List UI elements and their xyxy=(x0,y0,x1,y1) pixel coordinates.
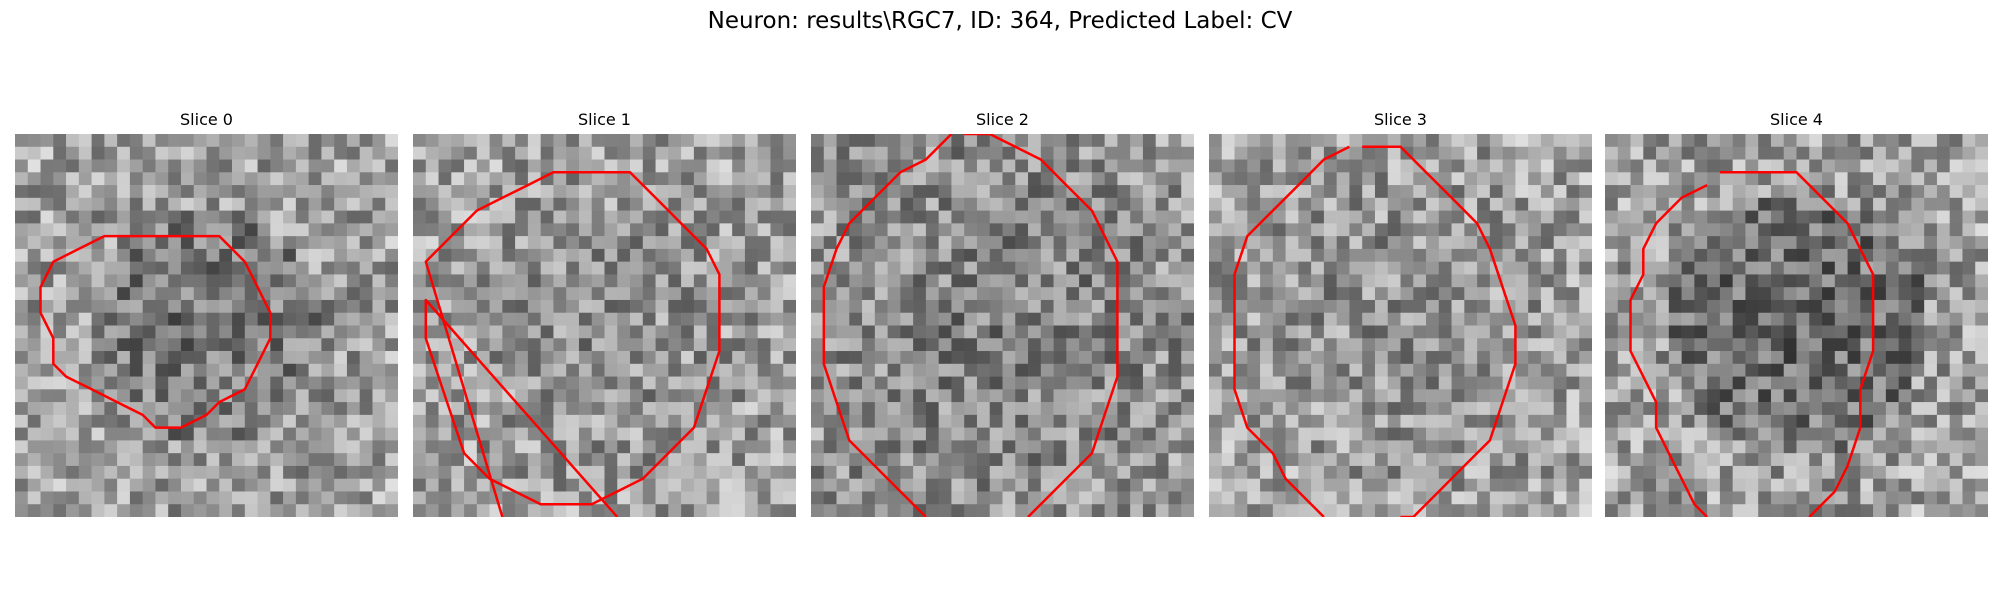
slice-image xyxy=(1605,134,1988,517)
slice-panel-1: Slice 1 xyxy=(413,110,796,520)
contour-line xyxy=(964,134,1119,517)
slice-panel-3: Slice 3 xyxy=(1209,110,1592,520)
contour-line xyxy=(1719,171,1875,517)
pixel-grid xyxy=(811,134,1194,517)
pixel-grid xyxy=(15,134,398,517)
slice-title: Slice 4 xyxy=(1770,110,1823,129)
pixel-grid xyxy=(1605,134,1988,517)
slice-image xyxy=(15,134,398,517)
slice-title: Slice 1 xyxy=(578,110,631,129)
slice-image xyxy=(1209,134,1592,517)
pixel-grid xyxy=(413,134,796,517)
slice-title: Slice 0 xyxy=(180,110,233,129)
slice-panel-4: Slice 4 xyxy=(1605,110,1988,520)
slice-title: Slice 3 xyxy=(1374,110,1427,129)
slice-title: Slice 2 xyxy=(976,110,1029,129)
contour-line-secondary xyxy=(1233,145,1350,517)
slice-panel-2: Slice 2 xyxy=(811,110,1194,520)
pixel-grid xyxy=(1209,134,1592,517)
contour-line xyxy=(39,234,272,429)
figure-title: Neuron: results\RGC7, ID: 364, Predicted… xyxy=(707,8,1293,34)
contour-line-secondary xyxy=(1629,183,1708,517)
contour-line xyxy=(1362,145,1517,517)
contour-line-secondary xyxy=(822,134,953,517)
contour-line xyxy=(424,171,721,517)
slice-image xyxy=(413,134,796,517)
slice-panel-0: Slice 0 xyxy=(15,110,398,520)
slice-image xyxy=(811,134,1194,517)
